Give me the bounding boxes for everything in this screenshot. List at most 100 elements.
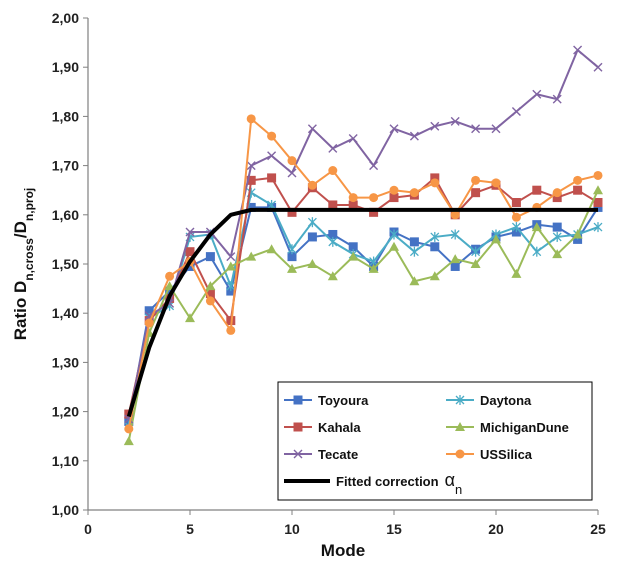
data-point-ussilica [573, 175, 583, 185]
legend-item-kahala: Kahala [284, 420, 361, 435]
data-point-michigandune [368, 263, 379, 273]
data-point-daytona [552, 231, 562, 242]
data-point-ussilica [165, 271, 175, 281]
data-point-ussilica [246, 114, 256, 124]
legend-item-tecate: Tecate [284, 447, 358, 462]
legend-item-michigandune: MichiganDune [446, 420, 569, 435]
y-tick-label: 1,90 [52, 59, 79, 75]
x-tick-label: 5 [186, 521, 194, 537]
data-point-toyoura [205, 252, 215, 262]
data-point-ussilica [307, 180, 317, 190]
legend-marker-kahala [293, 422, 303, 432]
data-point-michigandune [266, 244, 277, 254]
data-point-tecate [471, 124, 481, 134]
legend-alpha-subscript: n [455, 482, 462, 497]
legend-marker-tecate [293, 449, 303, 459]
axes: 1,00 1,10 1,20 1,30 1,40 1,50 1,60 1,70 1,80 1,90… [52, 10, 606, 537]
data-point-michigandune [429, 271, 440, 281]
data-point-ussilica [552, 188, 562, 198]
y-tick-label: 1,30 [52, 354, 79, 370]
legend-marker-michigandune [455, 422, 465, 431]
legend-item-daytona: Daytona [446, 393, 532, 408]
data-point-michigandune [123, 436, 134, 446]
data-point-michigandune [205, 281, 216, 291]
data-point-tecate [593, 62, 603, 72]
data-point-tecate [287, 168, 297, 178]
data-point-daytona [328, 236, 338, 247]
data-point-daytona [450, 229, 460, 240]
data-point-tecate [430, 121, 440, 131]
x-axis-title: Mode [321, 541, 365, 560]
data-point-toyoura [409, 237, 419, 247]
series-line-michigandune [127, 189, 599, 442]
data-point-toyoura [307, 232, 317, 242]
data-point-ussilica [124, 424, 134, 434]
data-point-kahala [593, 198, 603, 207]
legend-marker-ussilica [455, 449, 465, 459]
data-point-ussilica [491, 178, 501, 188]
series-line-kahala [127, 176, 599, 415]
data-point-tecate [409, 131, 419, 141]
data-point-tecate [552, 94, 562, 104]
data-point-tecate [491, 124, 501, 134]
legend-marker-toyoura [293, 395, 303, 405]
y-title-prefix: Ratio D [11, 281, 30, 341]
data-point-tecate [267, 151, 277, 161]
legend-label-michigandune: MichiganDune [480, 420, 569, 435]
data-point-kahala [185, 247, 195, 257]
data-point-tecate [226, 252, 236, 262]
y-tick-label: 2,00 [52, 10, 79, 26]
data-point-michigandune [491, 234, 501, 244]
data-point-kahala [267, 173, 277, 183]
series-line-tecate [127, 48, 599, 420]
data-point-daytona [532, 246, 542, 257]
y-axis-title: Ratio Dn,cross/Dn,proj [11, 188, 36, 341]
data-point-michigandune [287, 263, 297, 273]
data-point-ussilica [430, 178, 440, 188]
x-tick-label: 0 [84, 521, 92, 537]
data-point-tecate [348, 134, 358, 144]
y-title-slash: /D [11, 221, 30, 238]
y-tick-label: 1,40 [52, 305, 79, 321]
legend-label-kahala: Kahala [318, 420, 361, 435]
data-point-tecate [185, 227, 195, 237]
legend-box [277, 381, 593, 501]
data-point-ussilica [348, 193, 358, 203]
data-point-michigandune [552, 249, 563, 259]
data-point-toyoura [450, 261, 460, 271]
data-point-ussilica [389, 185, 399, 195]
data-point-michigandune [327, 271, 338, 281]
data-point-ussilica [593, 170, 603, 180]
data-point-michigandune [450, 254, 461, 264]
data-point-michigandune [593, 185, 603, 195]
data-point-kahala [389, 193, 399, 203]
data-point-ussilica [226, 325, 236, 335]
y-title-sub1: n,cross [22, 238, 36, 281]
y-tick-label: 1,00 [52, 502, 79, 518]
data-point-daytona [511, 222, 521, 233]
data-point-ussilica [144, 318, 154, 328]
series-tecate [124, 45, 603, 424]
series-line-fitted-correction [126, 207, 598, 418]
y-tick-label: 1,80 [52, 108, 79, 124]
data-point-ussilica [450, 210, 460, 220]
data-point-daytona [389, 229, 399, 240]
y-tick-label: 1,50 [52, 256, 79, 272]
data-point-ussilica [328, 166, 338, 176]
x-tick-label: 25 [590, 521, 606, 537]
data-point-kahala [471, 188, 481, 198]
legend-item-fitted-correction: Fitted correction αn [284, 470, 462, 497]
data-point-kahala [511, 198, 521, 207]
data-point-tecate [307, 124, 317, 134]
y-tick-label: 1,60 [52, 207, 79, 223]
data-point-daytona [226, 281, 236, 292]
data-point-michigandune [531, 222, 542, 232]
data-point-michigandune [246, 251, 257, 261]
legend-label-fitted-correction: Fitted correction αn [336, 470, 462, 497]
legend-item-toyoura: Toyoura [284, 393, 369, 408]
data-point-michigandune [389, 241, 399, 251]
data-point-michigandune [409, 276, 420, 286]
data-point-daytona [430, 231, 440, 242]
data-point-ussilica [369, 193, 379, 203]
